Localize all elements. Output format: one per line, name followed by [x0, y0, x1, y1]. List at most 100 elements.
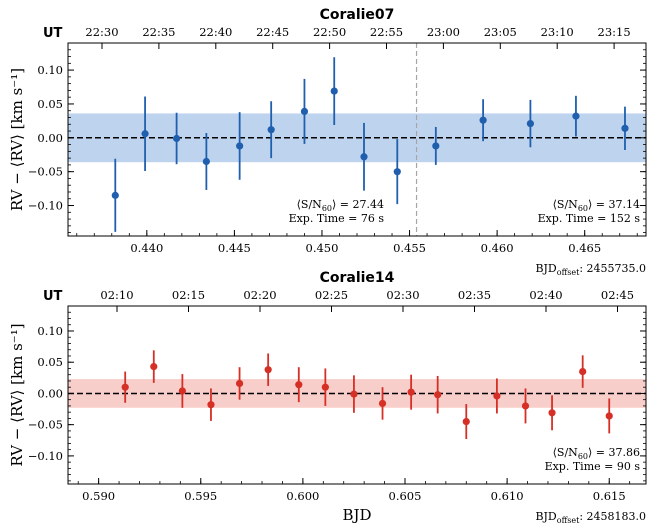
data-point — [432, 142, 440, 150]
snr-annotation: ⟨S/N60⟩ = 37.86 — [553, 446, 640, 461]
data-point — [621, 124, 629, 132]
snr-prefix: ⟨S/N — [553, 198, 579, 211]
bjd-offset-prefix: BJD — [535, 510, 556, 523]
snr-annotation: ⟨S/N60⟩ = 27.44 — [297, 198, 384, 213]
top-axis-tick-label: 02:20 — [243, 288, 276, 302]
snr-subscript: 60 — [578, 452, 588, 461]
top-axis-tick-label: 23:05 — [484, 25, 517, 39]
snr-annotation: ⟨S/N60⟩ = 37.14 — [553, 198, 640, 213]
chart-title: Coralie07 — [320, 7, 395, 23]
x-tick-label: 0.465 — [568, 241, 601, 255]
top-axis-tick-label: 02:35 — [458, 288, 491, 302]
data-point — [111, 191, 119, 199]
y-tick-label: 0.10 — [37, 63, 63, 77]
top-axis-tick-label: 02:15 — [172, 288, 205, 302]
bjd-offset-subscript: offset — [557, 516, 580, 525]
top-axis-tick-label: 02:25 — [315, 288, 348, 302]
snr-subscript: 60 — [578, 204, 588, 213]
plot-area — [68, 350, 646, 440]
data-point — [407, 388, 415, 396]
bjd-offset-value: : 2455735.0 — [579, 262, 646, 275]
snr-subscript: 60 — [322, 204, 332, 213]
top-axis-tick-label: 02:40 — [529, 288, 562, 302]
exposure-time-annotation: Exp. Time = 76 s — [289, 212, 385, 225]
data-point — [548, 409, 556, 417]
data-point — [150, 362, 158, 371]
y-tick-label: 0.00 — [37, 131, 63, 145]
x-tick-label: 0.460 — [481, 241, 514, 255]
top-axis-tick-label: 22:40 — [199, 25, 232, 39]
y-tick-label: −0.10 — [28, 449, 63, 463]
x-tick-label: 0.455 — [393, 241, 426, 255]
data-point — [434, 391, 442, 399]
data-point — [235, 379, 244, 388]
top-axis-tick-label: 22:35 — [142, 25, 175, 39]
snr-prefix: ⟨S/N — [297, 198, 323, 211]
x-tick-label: 0.450 — [306, 241, 339, 255]
data-point — [378, 399, 387, 408]
data-point — [178, 387, 186, 395]
bjd-offset-subscript: offset — [557, 268, 580, 277]
data-point — [121, 383, 129, 391]
data-point — [350, 390, 358, 398]
bjd-offset-label: BJDoffset: 2455735.0 — [535, 262, 646, 277]
snr-prefix: ⟨S/N — [553, 446, 579, 459]
bjd-offset-label: BJDoffset: 2458183.0 — [535, 510, 646, 525]
data-point — [360, 153, 368, 161]
x-tick-label: 0.440 — [130, 241, 163, 255]
y-tick-label: −0.10 — [28, 199, 63, 213]
data-point — [493, 392, 501, 400]
top-axis-tick-label: 23:10 — [541, 25, 574, 39]
panel-coralie07: 0.440 0.445 0.450 0.455 0.460 0.465 −0.10 −0.05… — [8, 7, 647, 277]
bjd-offset-value: : 2458183.0 — [579, 510, 646, 523]
data-point — [207, 401, 215, 409]
data-point — [236, 142, 244, 150]
top-axis-tick-label: 22:45 — [256, 25, 289, 39]
plot-area — [68, 43, 646, 236]
top-axis-tick-label: 02:10 — [100, 288, 133, 302]
data-point — [141, 130, 149, 138]
data-point — [267, 126, 275, 134]
y-axis-label: RV − ⟨RV⟩ [km s⁻¹] — [8, 323, 26, 466]
data-point — [202, 157, 210, 166]
data-point — [393, 168, 401, 176]
y-tick-label: 0.10 — [37, 324, 63, 338]
data-point — [264, 366, 272, 374]
y-tick-label: 0.00 — [37, 386, 63, 400]
plot-frame — [67, 305, 647, 485]
data-point — [579, 367, 587, 376]
top-axis-tick-label: 23:15 — [598, 25, 631, 39]
data-point — [295, 381, 303, 389]
chart-title: Coralie14 — [320, 270, 395, 286]
x-tick-label: 0.600 — [286, 489, 319, 503]
top-axis-tick-label: 22:55 — [370, 25, 403, 39]
y-tick-label: −0.05 — [28, 165, 63, 179]
top-axis-tick-label: 02:30 — [386, 288, 419, 302]
top-axis-tick-label: 23:00 — [427, 25, 460, 39]
x-tick-label: 0.605 — [389, 489, 422, 503]
x-tick-label: 0.610 — [491, 489, 524, 503]
y-tick-label: −0.05 — [28, 418, 63, 432]
top-axis-label: UT — [43, 289, 63, 304]
exposure-time-annotation: Exp. Time = 90 s — [545, 460, 641, 473]
top-axis-label: UT — [43, 26, 63, 41]
data-point — [526, 119, 535, 128]
snr-value: ⟩ = 37.86 — [588, 446, 640, 459]
data-point — [572, 112, 580, 120]
data-point — [321, 383, 329, 391]
x-tick-label: 0.590 — [82, 489, 115, 503]
top-axis-tick-label: 02:45 — [601, 288, 634, 302]
top-axis-tick-label: 22:30 — [85, 25, 118, 39]
snr-value: ⟩ = 27.44 — [332, 198, 384, 211]
data-point — [479, 116, 487, 124]
data-point — [521, 402, 530, 410]
x-tick-label: 0.615 — [593, 489, 626, 503]
x-axis-label: BJD — [342, 506, 371, 524]
x-tick-label: 0.445 — [218, 241, 251, 255]
panel-coralie14: 0.590 0.595 0.600 0.605 0.610 0.615 −0.10 −0.05… — [8, 270, 647, 525]
y-axis-label: RV − ⟨RV⟩ [km s⁻¹] — [8, 68, 26, 211]
y-tick-label: 0.05 — [37, 355, 63, 369]
x-tick-label: 0.595 — [184, 489, 217, 503]
data-point — [300, 107, 309, 115]
